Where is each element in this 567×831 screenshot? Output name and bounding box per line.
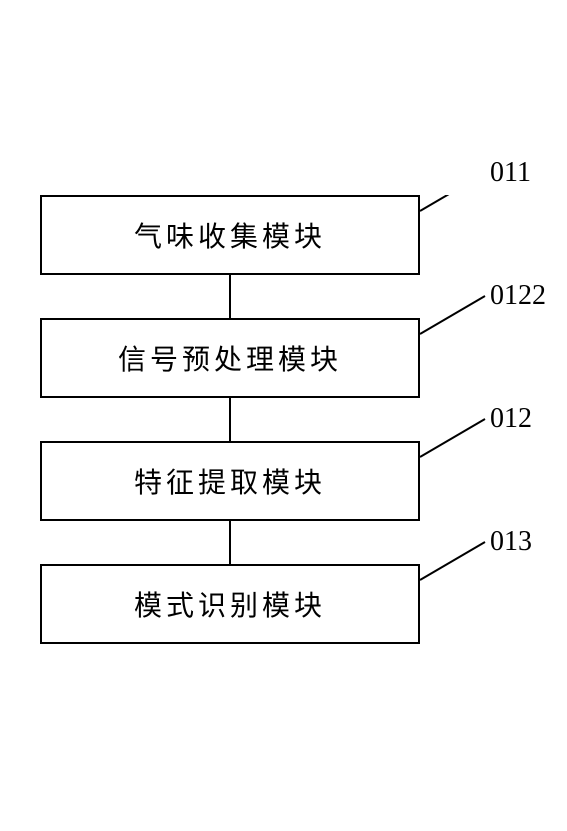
leader-line-3 bbox=[420, 419, 485, 457]
leader-line-1 bbox=[420, 195, 485, 211]
ref-label-1: 011 bbox=[490, 157, 531, 189]
flow-box-1: 气味收集模块 bbox=[40, 195, 420, 275]
flowchart-diagram: 气味收集模块 信号预处理模块 特征提取模块 模式识别模块 011 0122 01… bbox=[40, 195, 530, 644]
box-label-2: 信号预处理模块 bbox=[118, 338, 342, 378]
box-label-4: 模式识别模块 bbox=[134, 584, 326, 624]
connector-1 bbox=[229, 275, 231, 318]
flow-box-4: 模式识别模块 bbox=[40, 564, 420, 644]
box-label-1: 气味收集模块 bbox=[134, 215, 326, 255]
connector-2 bbox=[229, 398, 231, 441]
leader-line-4 bbox=[420, 542, 485, 580]
flow-box-3: 特征提取模块 bbox=[40, 441, 420, 521]
flow-box-2: 信号预处理模块 bbox=[40, 318, 420, 398]
box-label-3: 特征提取模块 bbox=[134, 461, 326, 501]
ref-label-2: 0122 bbox=[490, 280, 546, 312]
ref-label-3: 012 bbox=[490, 403, 532, 435]
leader-line-2 bbox=[420, 296, 485, 334]
ref-label-4: 013 bbox=[490, 526, 532, 558]
connector-3 bbox=[229, 521, 231, 564]
